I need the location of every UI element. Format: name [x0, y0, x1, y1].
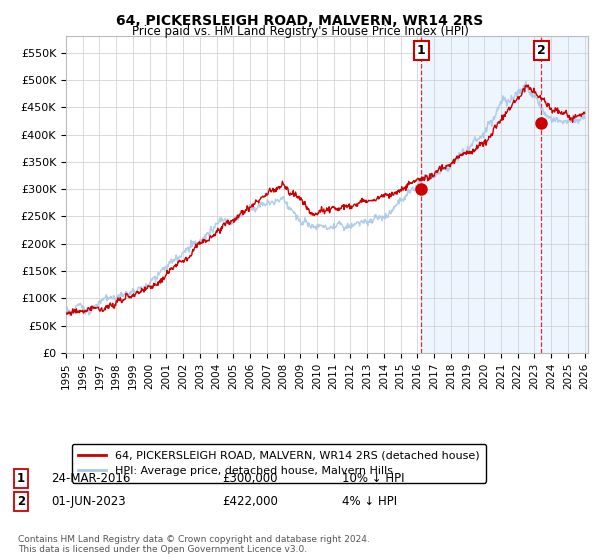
Text: Price paid vs. HM Land Registry's House Price Index (HPI): Price paid vs. HM Land Registry's House …: [131, 25, 469, 38]
Text: £300,000: £300,000: [222, 472, 277, 486]
Text: Contains HM Land Registry data © Crown copyright and database right 2024.
This d: Contains HM Land Registry data © Crown c…: [18, 535, 370, 554]
Text: 24-MAR-2016: 24-MAR-2016: [51, 472, 130, 486]
Text: 4% ↓ HPI: 4% ↓ HPI: [342, 494, 397, 508]
Text: 10% ↓ HPI: 10% ↓ HPI: [342, 472, 404, 486]
Text: 2: 2: [537, 44, 546, 57]
Bar: [421, 36, 600, 353]
Text: 01-JUN-2023: 01-JUN-2023: [51, 494, 125, 508]
Text: 1: 1: [17, 472, 25, 486]
Text: 2: 2: [17, 494, 25, 508]
Text: 64, PICKERSLEIGH ROAD, MALVERN, WR14 2RS: 64, PICKERSLEIGH ROAD, MALVERN, WR14 2RS: [116, 14, 484, 28]
Text: £422,000: £422,000: [222, 494, 278, 508]
Legend: 64, PICKERSLEIGH ROAD, MALVERN, WR14 2RS (detached house), HPI: Average price, d: 64, PICKERSLEIGH ROAD, MALVERN, WR14 2RS…: [71, 444, 486, 483]
Text: 1: 1: [417, 44, 425, 57]
